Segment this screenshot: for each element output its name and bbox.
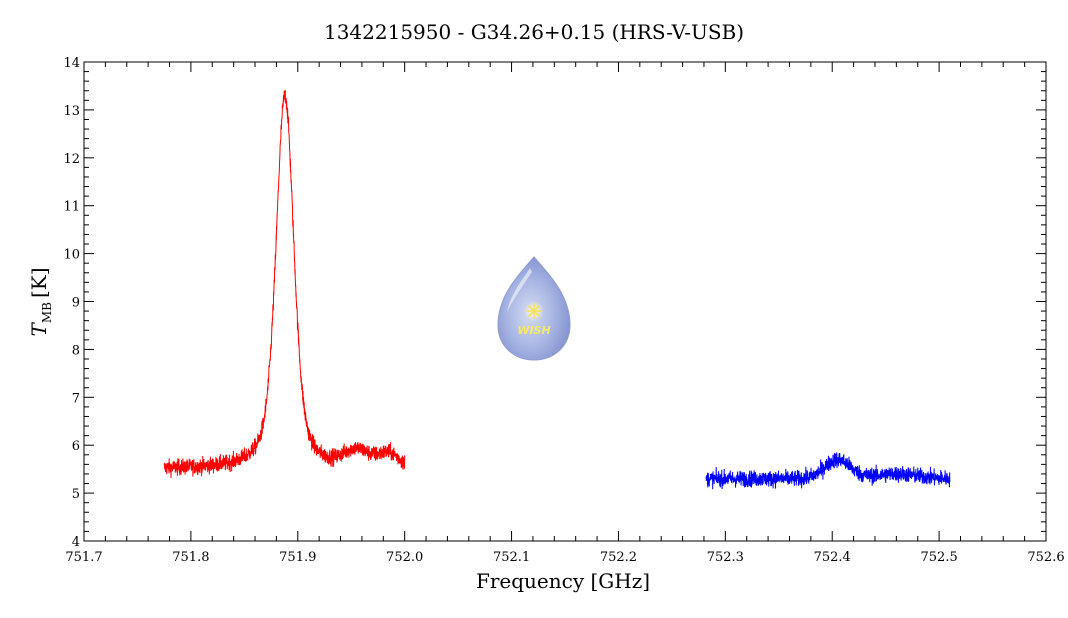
wish-logo: WISH: [497, 256, 571, 361]
x-axis-label: Frequency [GHz]: [476, 569, 650, 593]
y-tick-label: 6: [72, 439, 80, 454]
x-tick-label: 751.7: [65, 550, 102, 565]
x-tick-label: 752.4: [814, 550, 851, 565]
y-axis-label-subscript: MB: [40, 302, 54, 323]
y-axis-label-symbol: T: [27, 322, 51, 337]
x-tick-label: 752.3: [707, 550, 744, 565]
x-tick-label: 752.6: [1027, 550, 1064, 565]
y-tick-label: 10: [63, 248, 80, 263]
x-tick-label: 752.0: [386, 550, 423, 565]
svg-text:TMB[K]: TMB [K]: [27, 268, 54, 337]
x-tick-label: 752.1: [493, 550, 530, 565]
y-tick-label: 8: [72, 343, 80, 358]
x-tick-label: 752.2: [600, 550, 637, 565]
y-tick-label: 7: [72, 391, 80, 406]
x-tick-label: 751.9: [279, 550, 316, 565]
axis-ticks: [83, 61, 1047, 542]
x-tick-label: 751.8: [172, 550, 209, 565]
series-line-red: [163, 90, 406, 478]
y-tick-label: 9: [72, 296, 80, 311]
star-icon: [526, 303, 542, 319]
y-tick-label: 14: [63, 56, 80, 71]
chart-title: 1342215950 - G34.26+0.15 (HRS-V-USB): [324, 20, 744, 44]
y-tick-label: 5: [72, 487, 80, 502]
y-tick-label: 12: [63, 152, 80, 167]
logo-label: WISH: [517, 324, 550, 337]
series-line-blue: [705, 452, 951, 490]
y-axis-label-unit: [K]: [27, 268, 51, 299]
y-tick-label: 13: [63, 104, 80, 119]
x-tick-label: 752.5: [921, 550, 958, 565]
y-tick-labels: 4 5 6 7 8 9 10 11 12 13 14: [63, 56, 80, 550]
y-tick-label: 11: [63, 200, 80, 215]
y-tick-label: 4: [72, 535, 80, 550]
y-axis-label: TMB [K]: [27, 268, 54, 337]
x-tick-labels: 751.7 751.8 751.9 752.0 752.1 752.2 752.3 752.4…: [65, 550, 1064, 565]
